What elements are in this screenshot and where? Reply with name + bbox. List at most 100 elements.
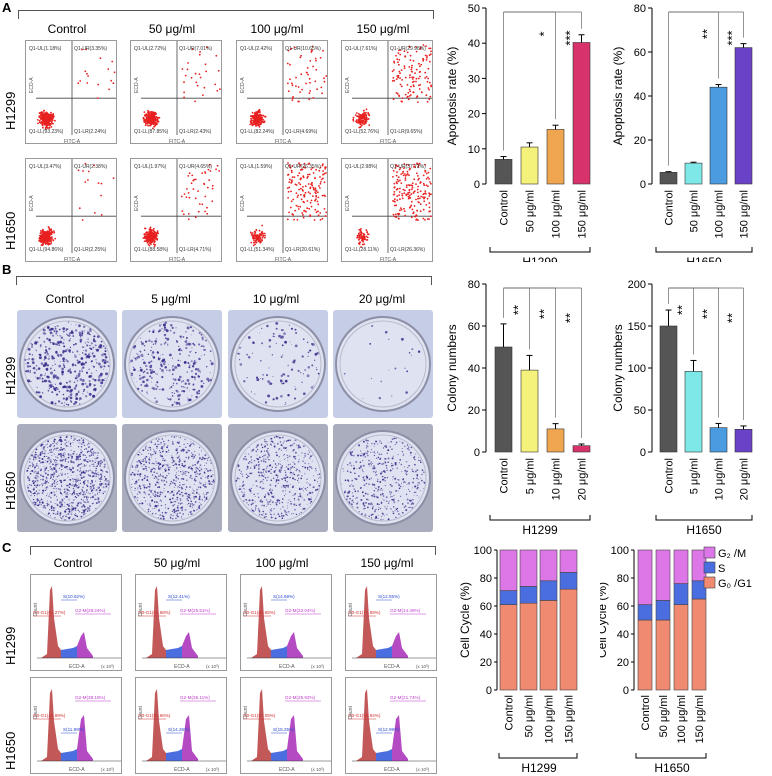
scatter-dot (398, 58, 401, 61)
scatter-dot (400, 208, 403, 211)
scatter-dot (190, 76, 193, 79)
scatter-dot (322, 49, 324, 52)
colony-dot (61, 494, 63, 496)
colony-dot (371, 324, 374, 328)
scatter-dot (84, 70, 87, 73)
colony-dot (189, 351, 191, 353)
scatter-dot (144, 235, 147, 237)
scatter-dot (147, 243, 150, 246)
scatter-dot (211, 184, 214, 187)
scatter-dot (362, 117, 365, 119)
colony-dot (41, 452, 44, 455)
colony-dot (155, 461, 157, 463)
scatter-dot (78, 207, 81, 210)
colony-dot (186, 326, 190, 330)
scatter-dot (419, 210, 422, 213)
colony-dot (206, 377, 210, 381)
colony-dot (153, 494, 155, 496)
scatter-dot (258, 119, 261, 122)
colony-dot (75, 479, 77, 481)
colony-dot (151, 354, 153, 356)
colony-dot (204, 500, 206, 502)
scatter-dot (422, 174, 425, 177)
colony-dot (41, 489, 43, 491)
colony-dot (99, 465, 101, 467)
colony-dot (65, 359, 67, 361)
colony-dot (262, 514, 264, 516)
colony-dot (170, 386, 173, 388)
colony-dot (242, 492, 244, 494)
colony-dot (63, 456, 65, 458)
colony-dot (175, 510, 177, 513)
colony-dot (34, 503, 37, 506)
scatter-dot (366, 231, 368, 233)
scatter-dot (415, 198, 417, 201)
scatter-dot (38, 116, 41, 118)
scatter-dot (46, 115, 49, 118)
colony-dot (171, 510, 174, 512)
colony-dot (149, 503, 151, 505)
colony-dot (81, 471, 83, 473)
scatter-dot (291, 97, 294, 100)
colony-dot (139, 487, 142, 490)
colony-dot (161, 448, 164, 450)
colony-dot (80, 362, 84, 366)
colony-dot (162, 481, 164, 483)
b-cond-5: 5 μg/ml (151, 292, 191, 306)
colony-dot (107, 365, 110, 368)
colony-dot (83, 496, 86, 498)
colony-dot (190, 441, 192, 443)
colony-dot (66, 488, 69, 491)
colony-dot (212, 479, 215, 482)
colony-dot (163, 445, 165, 447)
colony-dot (48, 504, 50, 506)
scatter-dot (414, 215, 416, 218)
colony-dot (294, 328, 297, 331)
colony-dot (301, 497, 303, 499)
flow-y-axis-label: ECD-A (134, 77, 140, 93)
scatter-dot (415, 50, 418, 53)
scatter-dot (152, 236, 154, 238)
scatter-dot (302, 186, 304, 188)
scatter-dot (50, 118, 53, 120)
flow-x-axis-label: FITC-A (64, 139, 81, 144)
colony-dot (192, 453, 194, 456)
colony-dot (404, 367, 406, 369)
colony-dot (171, 373, 174, 376)
colony-dot (176, 512, 179, 515)
colony-dot (268, 338, 272, 342)
colony-dot (54, 507, 56, 509)
colony-dot (98, 487, 100, 489)
scatter-dot (203, 86, 206, 89)
scatter-dot (420, 195, 423, 198)
colony-dot (171, 326, 174, 329)
colony-dot (184, 488, 186, 490)
scatter-dot (315, 168, 317, 171)
scatter-dot (77, 82, 80, 85)
scatter-dot (428, 88, 430, 91)
colony-dot (55, 470, 58, 473)
scatter-dot (427, 87, 430, 89)
colony-dot (65, 349, 68, 352)
colony-dot (92, 496, 94, 499)
colony-dot (206, 457, 208, 460)
colony-dot (203, 500, 206, 502)
colony-dot (81, 382, 85, 386)
colony-dot (264, 450, 266, 452)
colony-dot (69, 442, 72, 445)
colony-dot (133, 474, 136, 476)
colony-dot (167, 343, 169, 345)
colony-dot (265, 470, 267, 472)
colony-dot (73, 387, 77, 390)
colony-dot (104, 347, 107, 350)
panel-a-letter: A (2, 0, 12, 15)
colony-dot (190, 467, 193, 470)
colony-dot (170, 480, 173, 483)
colony-dot (94, 480, 97, 482)
quadrant-lr-label: Q1-LR(2.43%) (179, 129, 212, 135)
colony-dot (132, 366, 135, 368)
colony-dot (169, 329, 172, 332)
scatter-dot (155, 236, 157, 239)
colony-dot (44, 507, 46, 510)
colony-dot (254, 501, 256, 503)
